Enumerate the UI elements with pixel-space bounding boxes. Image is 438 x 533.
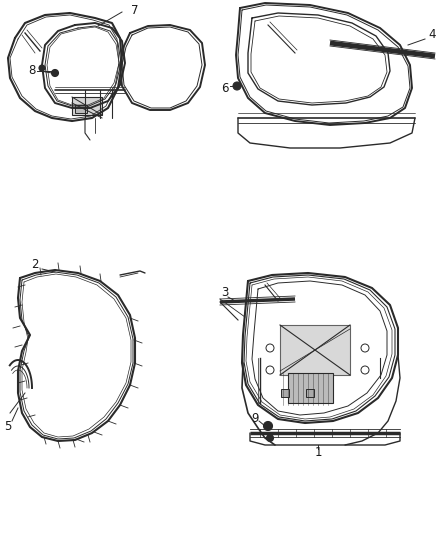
Circle shape: [268, 436, 272, 440]
Text: 4: 4: [428, 28, 436, 42]
Bar: [72, 97, 102, 115]
Circle shape: [233, 82, 241, 90]
Circle shape: [39, 65, 45, 71]
Text: 9: 9: [251, 411, 259, 424]
Bar: [281, 389, 289, 397]
Circle shape: [235, 84, 239, 88]
Text: 2: 2: [31, 259, 39, 271]
Text: 6: 6: [221, 82, 229, 94]
Circle shape: [266, 434, 273, 441]
Text: 7: 7: [131, 4, 139, 18]
Text: 5: 5: [4, 419, 12, 432]
Circle shape: [52, 69, 59, 77]
Bar: [306, 389, 314, 397]
Bar: [280, 325, 350, 375]
Circle shape: [40, 67, 43, 69]
Text: 8: 8: [28, 64, 35, 77]
Bar: [75, 105, 87, 113]
Text: 1: 1: [314, 447, 322, 459]
Circle shape: [53, 71, 57, 75]
Text: 3: 3: [221, 287, 229, 300]
Bar: [288, 373, 333, 403]
Circle shape: [265, 424, 271, 429]
Circle shape: [264, 422, 272, 431]
